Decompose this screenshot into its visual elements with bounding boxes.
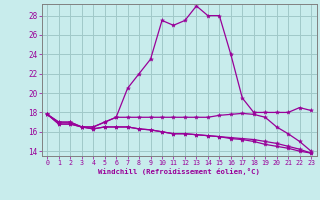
X-axis label: Windchill (Refroidissement éolien,°C): Windchill (Refroidissement éolien,°C): [98, 168, 260, 175]
